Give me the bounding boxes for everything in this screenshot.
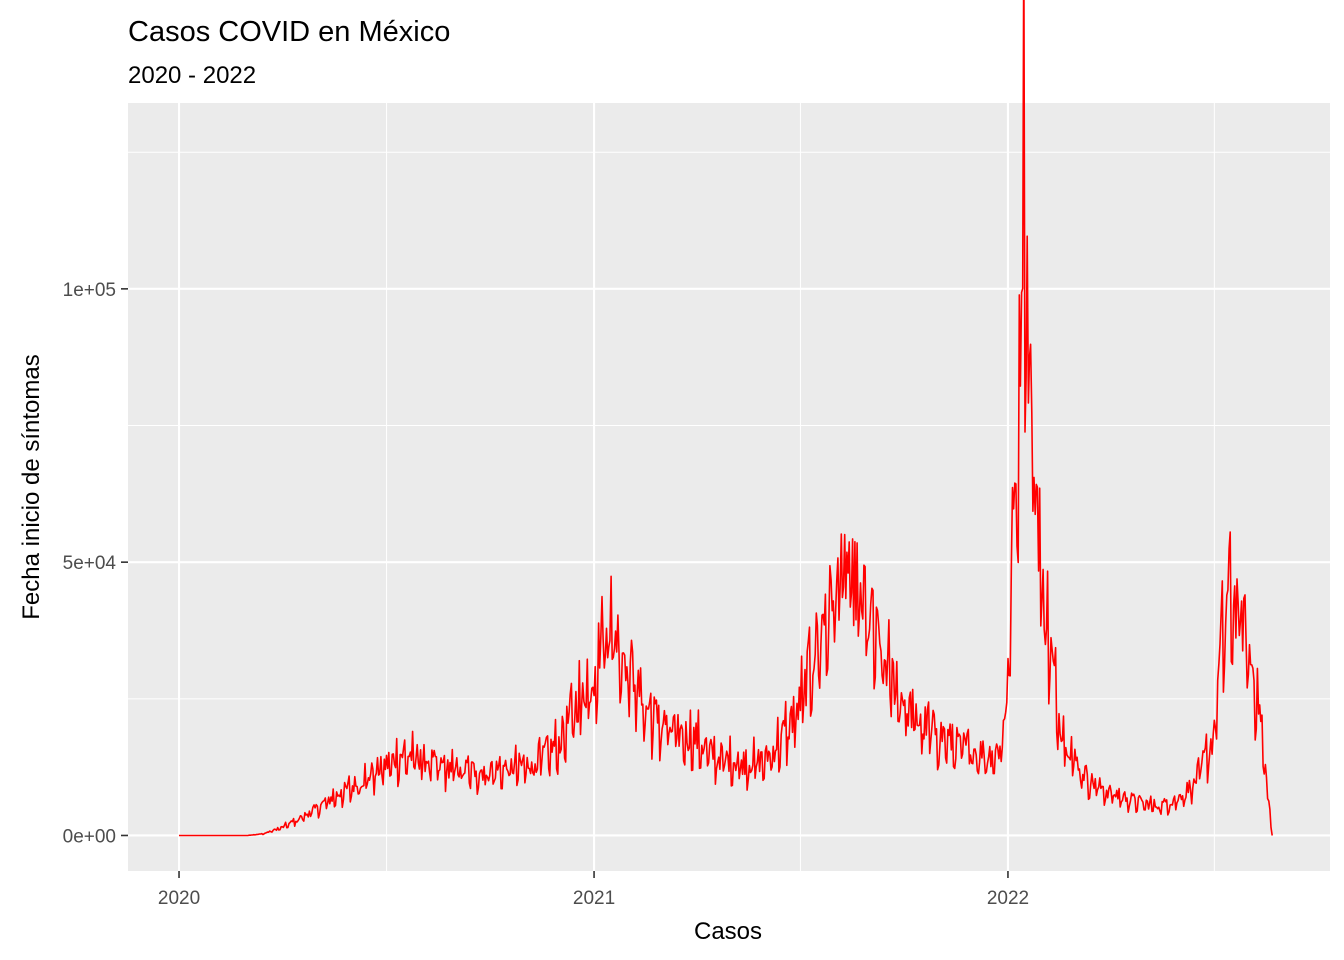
y-axis-title: Fecha inicio de síntomas — [18, 354, 45, 619]
grid-major — [128, 103, 1330, 871]
plot-panel — [128, 103, 1330, 871]
y-tick-label: 0e+00 — [63, 826, 116, 847]
y-tick-label: 1e+05 — [63, 280, 116, 301]
x-tick-label: 2022 — [987, 888, 1029, 909]
x-axis-ticks: 2020 2021 2022 — [158, 871, 1029, 909]
chart-subtitle: 2020 - 2022 — [128, 62, 256, 89]
x-tick-label: 2021 — [573, 888, 615, 909]
x-tick-label: 2020 — [158, 888, 200, 909]
grid-minor — [128, 103, 1330, 871]
chart-title: Casos COVID en México — [128, 16, 450, 48]
y-tick-label: 5e+04 — [63, 553, 117, 574]
series-line-casos — [179, 0, 1273, 837]
y-axis-ticks: 0e+00 5e+04 1e+05 — [63, 280, 128, 847]
x-axis-title: Casos — [694, 918, 762, 945]
